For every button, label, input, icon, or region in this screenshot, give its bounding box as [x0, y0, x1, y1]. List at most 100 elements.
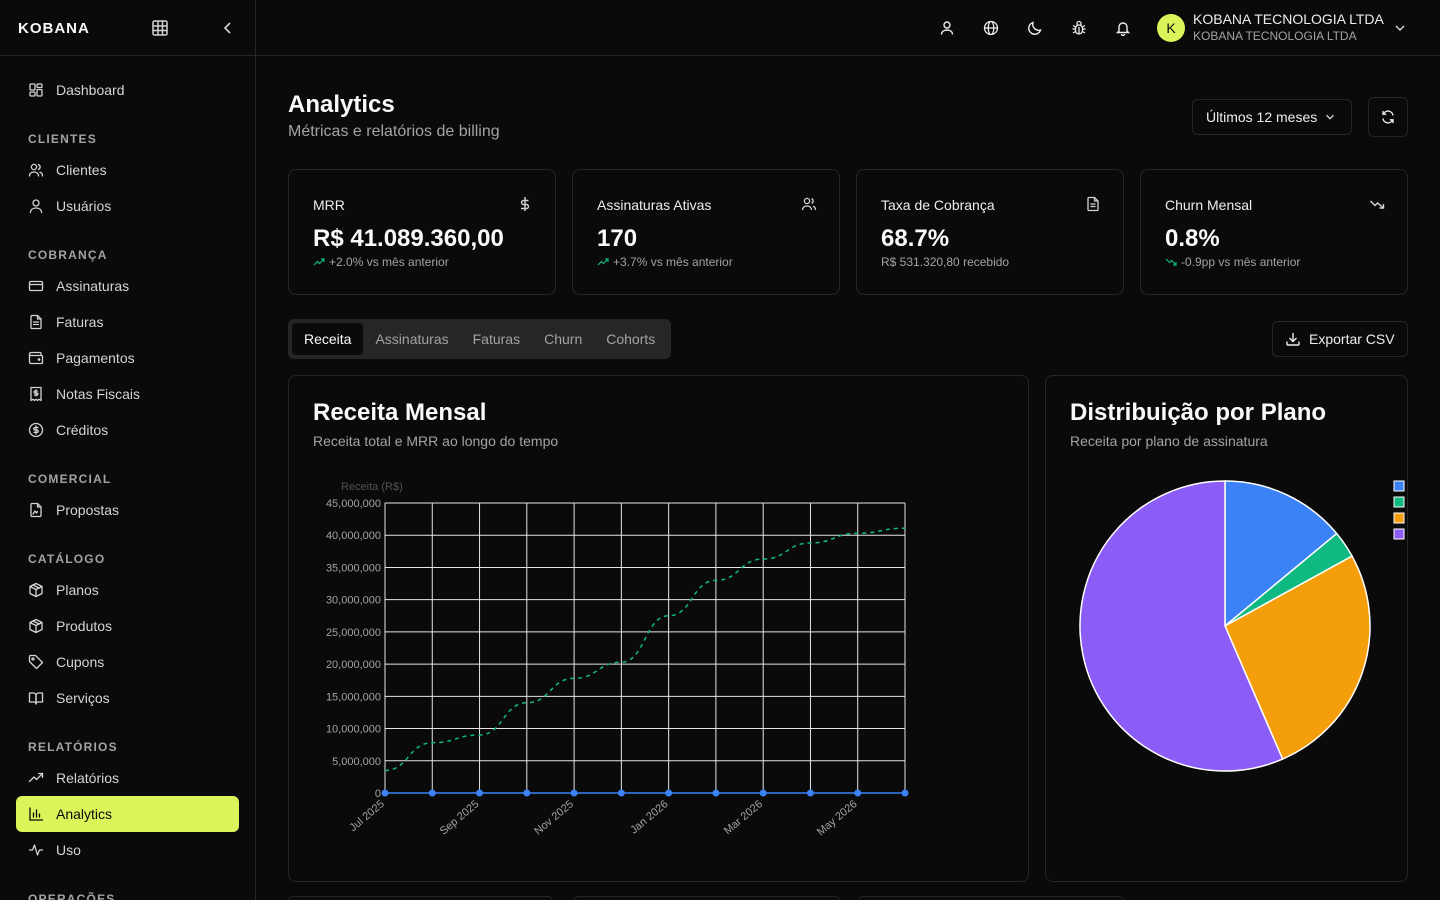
sidebar-item-label: Propostas: [56, 502, 120, 518]
file-signature-icon: [28, 502, 44, 518]
sidebar-item-pagamentos[interactable]: Pagamentos: [16, 340, 239, 376]
moon-icon[interactable]: [1024, 17, 1046, 39]
sidebar-item-label: Dashboard: [56, 82, 125, 98]
trending-down-icon: [1165, 257, 1177, 267]
sidebar-item-label: Pagamentos: [56, 350, 135, 366]
data-point: [759, 789, 767, 797]
download-icon: [1285, 331, 1301, 347]
sidebar-item-planos[interactable]: Planos: [16, 572, 239, 608]
pie-slice[interactable]: [1079, 480, 1284, 772]
tag-icon: [28, 654, 44, 670]
avatar[interactable]: K: [1157, 14, 1185, 42]
page-subtitle: Métricas e relatórios de billing: [288, 123, 500, 140]
series-line: [384, 527, 906, 772]
sidebar-item-creditos[interactable]: Créditos: [16, 412, 239, 448]
plan-card-subtitle: Receita por plano de assinatura: [1070, 433, 1268, 449]
tab-faturas[interactable]: Faturas: [472, 331, 521, 347]
kobana-logo[interactable]: KOBANA: [18, 18, 128, 38]
tab-cohorts[interactable]: Cohorts: [606, 331, 656, 347]
globe-icon[interactable]: [980, 17, 1002, 39]
x-tick-label: Sep 2025: [438, 798, 482, 837]
x-tick-label: Jan 2026: [628, 798, 670, 836]
kpi-delta-text: R$ 531.320,80 recebido: [881, 255, 1010, 269]
data-point: [523, 789, 531, 797]
y-tick-label: 15,000,000: [326, 691, 381, 703]
user-icon[interactable]: [936, 17, 958, 39]
y-tick-label: 5,000,000: [332, 756, 381, 768]
revenue-card-subtitle: Receita total e MRR ao longo do tempo: [313, 433, 559, 449]
date-range-select[interactable]: Últimos 12 meses: [1192, 99, 1352, 135]
export-csv-button[interactable]: Exportar CSV: [1272, 321, 1408, 357]
kpi-label: Taxa de Cobrança: [881, 197, 995, 213]
sidebar-item-assinaturas[interactable]: Assinaturas: [16, 268, 239, 304]
file-text-icon: [28, 314, 44, 330]
sidebar-item-clientes[interactable]: Clientes: [16, 152, 239, 188]
sidebar-item-relatorios[interactable]: Relatórios: [16, 760, 239, 796]
chevron-down-icon[interactable]: [1392, 20, 1408, 36]
revenue-line-chart: 0 5,000,000 10,000,000 15,000,000 20,000,000…: [326, 481, 909, 838]
trending-down-icon: [1370, 200, 1385, 209]
y-axis-label: Receita (R$): [341, 481, 403, 493]
kpi-delta: +2.0% vs mês anterior: [313, 255, 449, 269]
sidebar-item-propostas[interactable]: Propostas: [16, 492, 239, 528]
file-text-icon: [1087, 196, 1099, 212]
sidebar-item-faturas[interactable]: Faturas: [16, 304, 239, 340]
building-grid-icon[interactable]: [151, 19, 169, 37]
sidebar-item-label: Faturas: [56, 314, 104, 330]
main-content: Analytics Métricas e relatórios de billi…: [288, 56, 1408, 900]
y-tick-label: 0: [375, 788, 381, 800]
sidebar-item-uso[interactable]: Uso: [16, 832, 239, 868]
activity-icon: [28, 842, 44, 858]
kpi-delta: +3.7% vs mês anterior: [597, 255, 733, 269]
x-tick-label: Mar 2026: [722, 798, 765, 837]
company-name: KOBANA TECNOLOGIA LTDA: [1193, 11, 1384, 27]
dollar-circle-icon: [28, 422, 44, 438]
data-point: [617, 789, 625, 797]
sidebar-item-label: Notas Fiscais: [56, 386, 141, 402]
kpi-value: 170: [597, 225, 638, 252]
company-switcher[interactable]: KOBANA TECNOLOGIA LTDA KOBANA TECNOLOGIA…: [1193, 11, 1384, 43]
data-point: [570, 789, 578, 797]
dollar-icon: [520, 197, 530, 211]
y-tick-label: 40,000,000: [326, 530, 381, 542]
sidebar-item-cupons[interactable]: Cupons: [16, 644, 239, 680]
kpi-label: Assinaturas Ativas: [597, 197, 712, 213]
users-icon: [801, 197, 817, 211]
bug-icon[interactable]: [1068, 17, 1090, 39]
sidebar-item-label: Relatórios: [56, 770, 120, 786]
chevron-left-icon[interactable]: [219, 19, 237, 37]
kpi-value: 68.7%: [881, 225, 950, 252]
wallet-icon: [28, 350, 44, 366]
plan-distribution-card: GrowtStarteProEnterp Distribuição por Pl…: [1045, 375, 1408, 882]
tab-assinaturas[interactable]: Assinaturas: [375, 331, 449, 347]
sidebar-item-analytics[interactable]: Analytics: [16, 796, 239, 832]
x-tick-label: May 2026: [815, 798, 860, 838]
kpi-label: MRR: [313, 197, 345, 213]
date-range-label: Últimos 12 meses: [1206, 109, 1318, 125]
kpi-delta: R$ 531.320,80 recebido: [881, 255, 1009, 269]
sidebar-item-produtos[interactable]: Produtos: [16, 608, 239, 644]
refresh-button[interactable]: [1368, 97, 1408, 137]
sidebar-item-notas-fiscais[interactable]: Notas Fiscais: [16, 376, 239, 412]
sidebar-item-dashboard[interactable]: Dashboard: [16, 72, 239, 108]
tab-churn[interactable]: Churn: [544, 331, 583, 347]
tab-receita[interactable]: Receita: [292, 323, 364, 355]
pie-slice[interactable]: [1224, 480, 1338, 628]
page-title: Analytics: [288, 91, 395, 118]
y-tick-label: 45,000,000: [326, 498, 381, 510]
data-point: [712, 789, 720, 797]
y-tick-label: 10,000,000: [326, 724, 381, 736]
plan-pie-chart: GrowtStarteProEnterp: [1079, 480, 1405, 772]
sidebar-nav: Dashboard CLIENTES Clientes Usuários COBRANÇ…: [0, 56, 255, 900]
sidebar-item-label: Assinaturas: [56, 278, 130, 294]
sidebar-item-usuarios[interactable]: Usuários: [16, 188, 239, 224]
sidebar-item-servicos[interactable]: Serviços: [16, 680, 239, 716]
bell-icon[interactable]: [1112, 17, 1134, 39]
next-row-card: [574, 896, 840, 900]
kpi-value: R$ 41.089.360,00: [313, 225, 504, 252]
data-point: [476, 789, 484, 797]
sidebar-item-label: Serviços: [56, 690, 110, 706]
sidebar-item-label: Créditos: [56, 422, 109, 438]
chevron-down-icon: [1326, 114, 1334, 120]
trending-up-icon: [28, 770, 44, 786]
